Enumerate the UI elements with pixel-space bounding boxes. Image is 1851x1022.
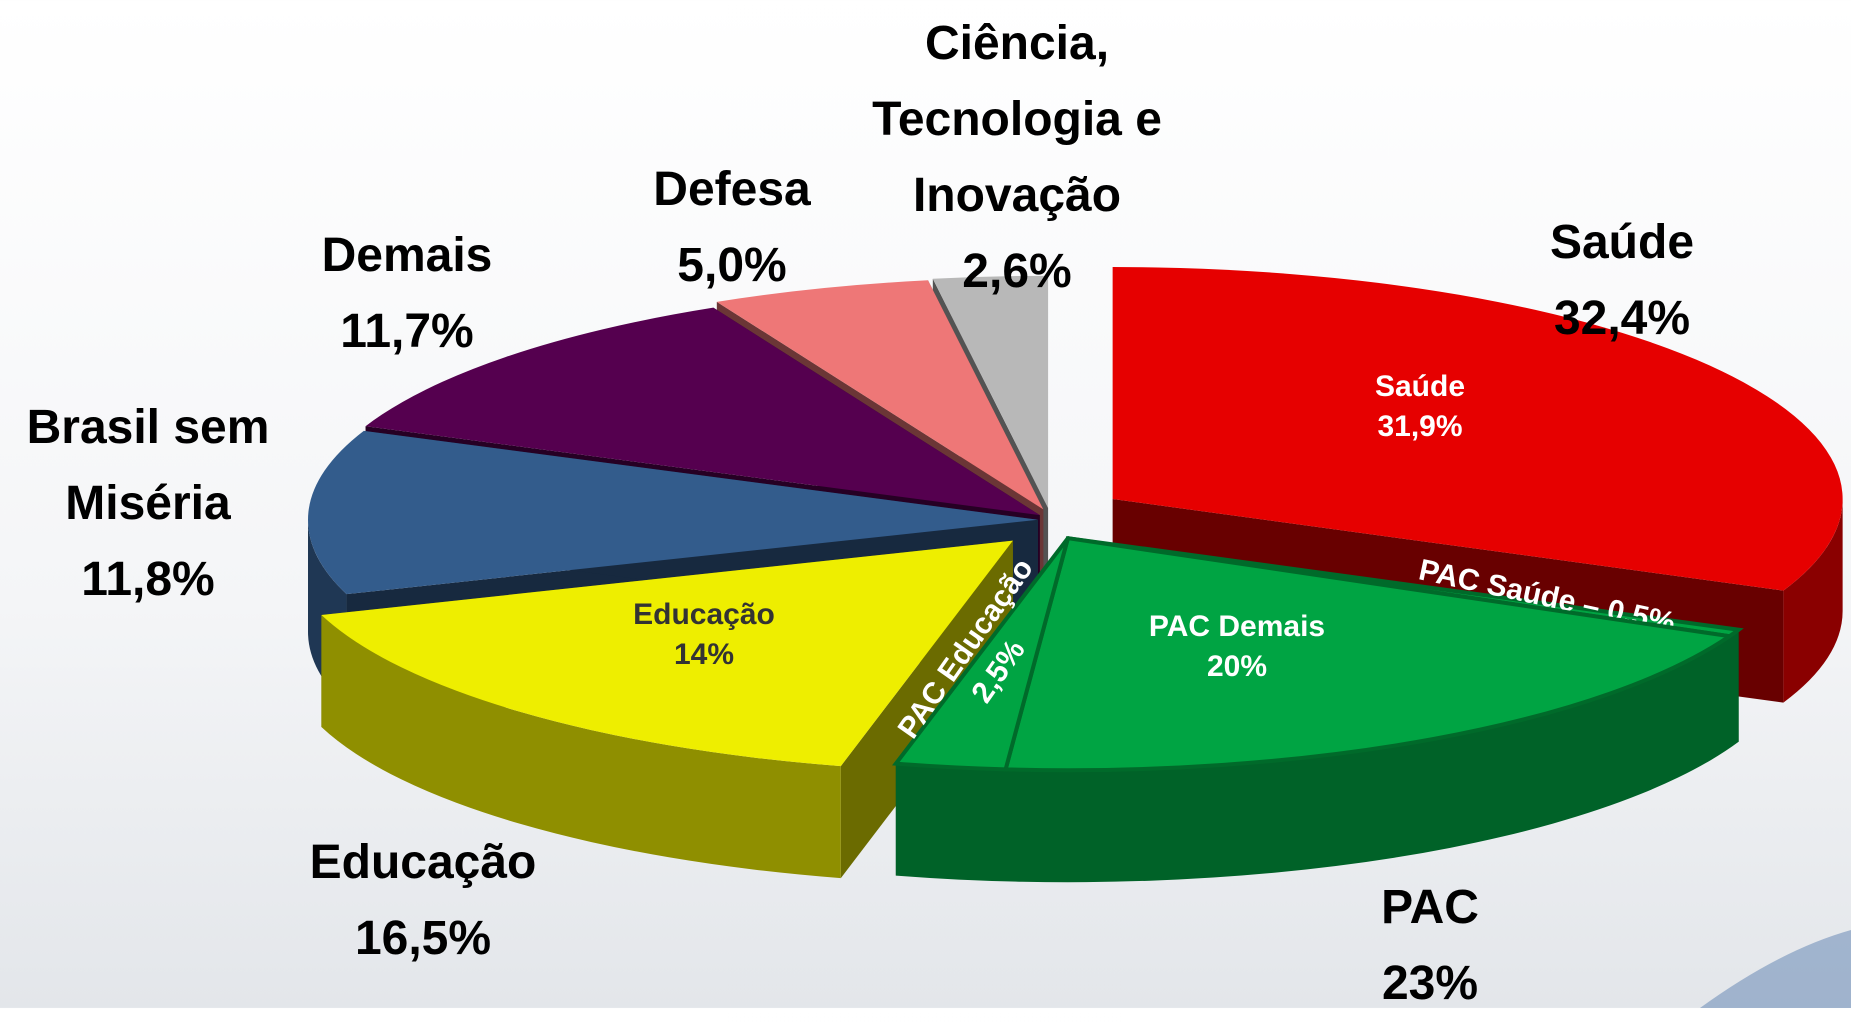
slice-value: 11,8%: [81, 553, 215, 606]
slice-side: [1783, 499, 1843, 703]
part-name: Saúde: [1375, 370, 1465, 403]
slice-name: Demais: [321, 229, 493, 282]
part-value: 31,9%: [1377, 410, 1462, 443]
slice: [1112, 267, 1843, 591]
slice-label: Defesa 5,0%: [582, 152, 882, 304]
part-name: Educação: [633, 598, 775, 631]
slice-value: 5,0%: [677, 239, 787, 292]
part-label: PAC Demais 20%: [1149, 610, 1325, 683]
slice-name: Saúde: [1549, 216, 1695, 269]
slice-value: 2,6%: [962, 245, 1072, 298]
slice-label: Demais 11,7%: [247, 218, 567, 370]
slice-label: Ciência, Tecnologia e Inovação 2,6%: [847, 6, 1187, 310]
slice-side: [321, 615, 841, 879]
slice-label: Saúde 32,4%: [1462, 205, 1782, 357]
slice-name: Ciência, Tecnologia e Inovação: [872, 17, 1162, 222]
slice-name: Defesa: [653, 163, 811, 216]
part-value: 14%: [674, 638, 734, 671]
part-label: Educação 14%: [633, 598, 775, 671]
slice-value: 23%: [1381, 957, 1479, 1010]
slice-value: 11,7%: [340, 305, 474, 358]
slice: [365, 307, 1040, 516]
slice-name: PAC: [1381, 881, 1479, 934]
slice: [716, 280, 1044, 510]
slice-value: 32,4%: [1553, 292, 1691, 345]
part-value: 20%: [1207, 650, 1267, 683]
slice: [321, 540, 1013, 767]
slice-value: 16,5%: [354, 912, 492, 965]
slice: [308, 430, 1039, 595]
slice-label: Educação 16,5%: [223, 825, 623, 977]
part-slice: [892, 536, 1070, 772]
part-slice: [1003, 535, 1735, 773]
part-name: PAC Demais: [1149, 610, 1325, 643]
slice-name: Educação: [309, 836, 537, 889]
part-label: Saúde 31,9%: [1375, 370, 1465, 443]
decoration: [1700, 930, 1851, 1008]
slice-label: Brasil sem Miséria 11,8%: [0, 390, 298, 618]
slice-side: [895, 629, 1739, 883]
slice: [932, 275, 1049, 508]
slice-label: PAC 23%: [1280, 870, 1580, 1022]
slice-name: Brasil sem Miséria: [26, 401, 270, 530]
